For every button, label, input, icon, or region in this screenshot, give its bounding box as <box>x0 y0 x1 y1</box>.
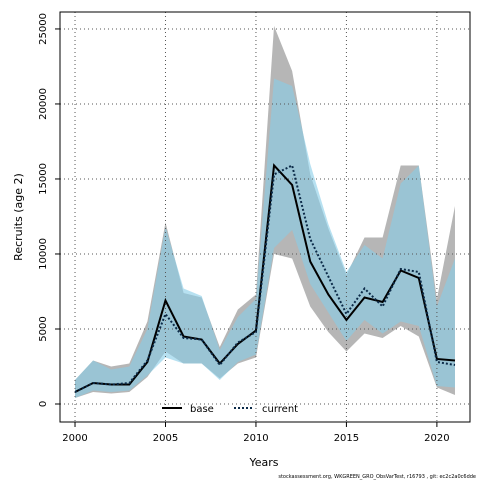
y-axis-label: Recruits (age 2) <box>12 173 25 261</box>
y-tick-label: 0 <box>38 401 49 407</box>
legend-label: current <box>262 404 298 415</box>
y-tick-label: 20000 <box>38 88 49 120</box>
confidence-band <box>75 78 455 398</box>
y-tick-label: 25000 <box>38 13 49 45</box>
y-tick-label: 10000 <box>38 238 49 270</box>
y-tick-label: 5000 <box>38 316 49 341</box>
x-tick-label: 2010 <box>243 433 268 444</box>
x-tick-label: 2015 <box>334 433 359 444</box>
y-tick-label: 15000 <box>38 163 49 195</box>
footer: stockassessment.org, WKGREEN_GRO_ObsVarT… <box>278 474 476 480</box>
x-tick-label: 2005 <box>153 433 178 444</box>
x-axis-label: Years <box>248 456 278 469</box>
x-tick-label: 2000 <box>62 433 87 444</box>
x-tick-label: 2020 <box>424 433 449 444</box>
legend-label: base <box>190 404 214 415</box>
plot-frame <box>59 11 471 423</box>
